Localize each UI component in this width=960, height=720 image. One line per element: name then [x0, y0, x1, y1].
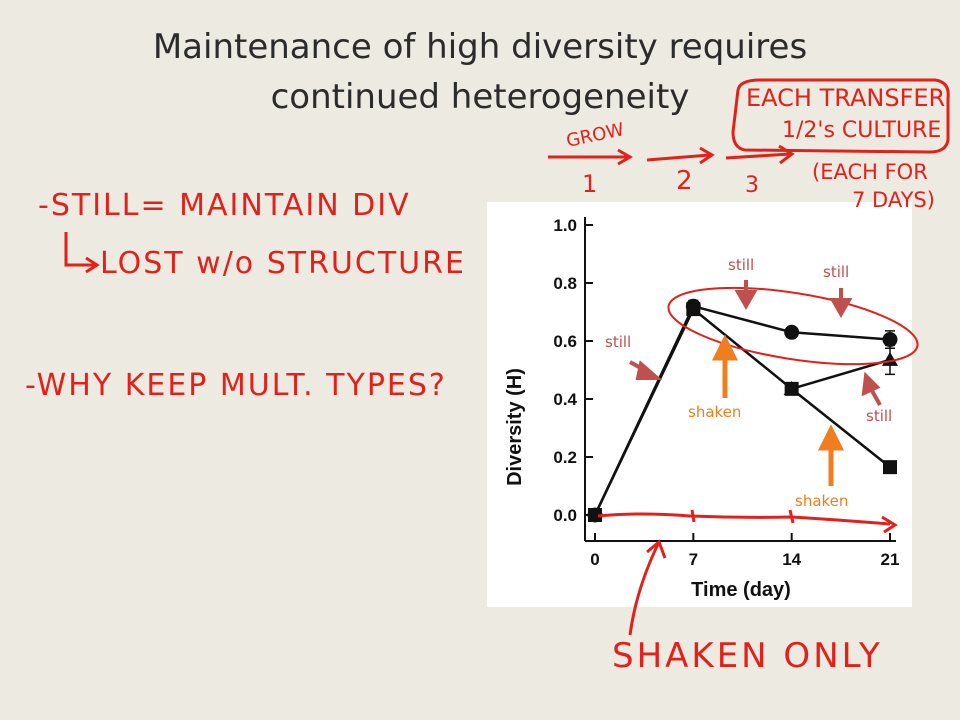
grow-arrowhead-1 [617, 148, 633, 166]
note-shaken-only: SHAKEN ONLY [612, 636, 883, 676]
shaken-arrow-2 [817, 424, 845, 486]
still-arrow-4 [861, 371, 882, 406]
still-label-2: still [728, 256, 754, 274]
shaken-arrow-1 [711, 334, 739, 398]
slide-title: Maintenance of high diversity requires c… [0, 22, 960, 122]
still-arrow-1 [629, 360, 663, 380]
title-line-2: continued heterogeneity [270, 77, 690, 117]
y-tick-label: 0.2 [553, 448, 577, 467]
data-point-circle [784, 324, 800, 340]
still-arrow-2 [734, 280, 758, 311]
note-transfer-2: 1/2's CULTURE [782, 118, 942, 143]
note-days-1: (EACH FOR [812, 160, 928, 184]
shaken-only-arrowhead [646, 539, 667, 559]
data-point-square [686, 302, 701, 317]
grow-arrowhead-3 [778, 144, 795, 165]
chart-axes: 0.0 0.2 0.4 0.6 0.8 1.0 0 7 14 21 [553, 216, 899, 569]
data-point-square [883, 460, 897, 475]
grow-arrow-2 [646, 153, 711, 162]
title-line-1: Maintenance of high diversity requires [152, 27, 808, 67]
step-2: 2 [676, 166, 693, 196]
note-why-keep: -WHY KEEP MULT. TYPES? [25, 368, 447, 403]
transfer-box [731, 78, 950, 154]
y-tick-label: 0.0 [553, 506, 577, 525]
grow-arrow-3 [725, 152, 791, 160]
y-tick-label: 1.0 [553, 216, 577, 235]
note-days-2: 7 DAYS) [852, 188, 935, 212]
highlight-ellipse [667, 286, 919, 366]
shaken-baseline-head [881, 515, 898, 534]
step-3: 3 [745, 173, 759, 198]
shaken-label-2: shaken [795, 492, 848, 510]
x-tick-label: 14 [782, 550, 801, 569]
shaken-baseline-tick-2 [788, 509, 795, 524]
note-lost-structure: LOST w/o STRUCTURE [100, 246, 466, 281]
hook-arrow [64, 232, 95, 267]
still-label-1: still [605, 333, 631, 351]
still-label-4: still [866, 407, 892, 425]
still-arrow-3 [829, 288, 853, 319]
shaken-only-arrow [628, 543, 660, 636]
x-tick-label: 0 [590, 550, 599, 569]
data-point-square [588, 508, 602, 522]
step-1: 1 [582, 170, 598, 198]
shaken-baseline [597, 512, 891, 526]
note-still-maintain: -STILL= MAINTAIN DIV [38, 188, 411, 223]
y-axis-label: Diversity (H) [504, 368, 526, 486]
grow-arrowhead-2 [699, 146, 715, 165]
data-point-circle [882, 332, 898, 348]
x-axis-label: Time (day) [691, 579, 791, 601]
y-tick-label: 0.6 [553, 332, 577, 351]
still-label-3: still [823, 263, 849, 281]
note-transfer-1: EACH TRANSFER [746, 84, 946, 112]
data-point-triangle [783, 380, 800, 395]
x-tick-label: 7 [689, 550, 698, 569]
shaken-label-1: shaken [688, 403, 741, 421]
series-3-line [791, 358, 891, 391]
shaken-baseline-tick-1 [690, 509, 696, 523]
chart-panel [487, 202, 912, 607]
hook-arrowhead [85, 256, 100, 274]
x-tick-label: 21 [881, 550, 900, 569]
y-tick-label: 0.8 [553, 274, 577, 293]
y-tick-label: 0.4 [553, 390, 577, 409]
